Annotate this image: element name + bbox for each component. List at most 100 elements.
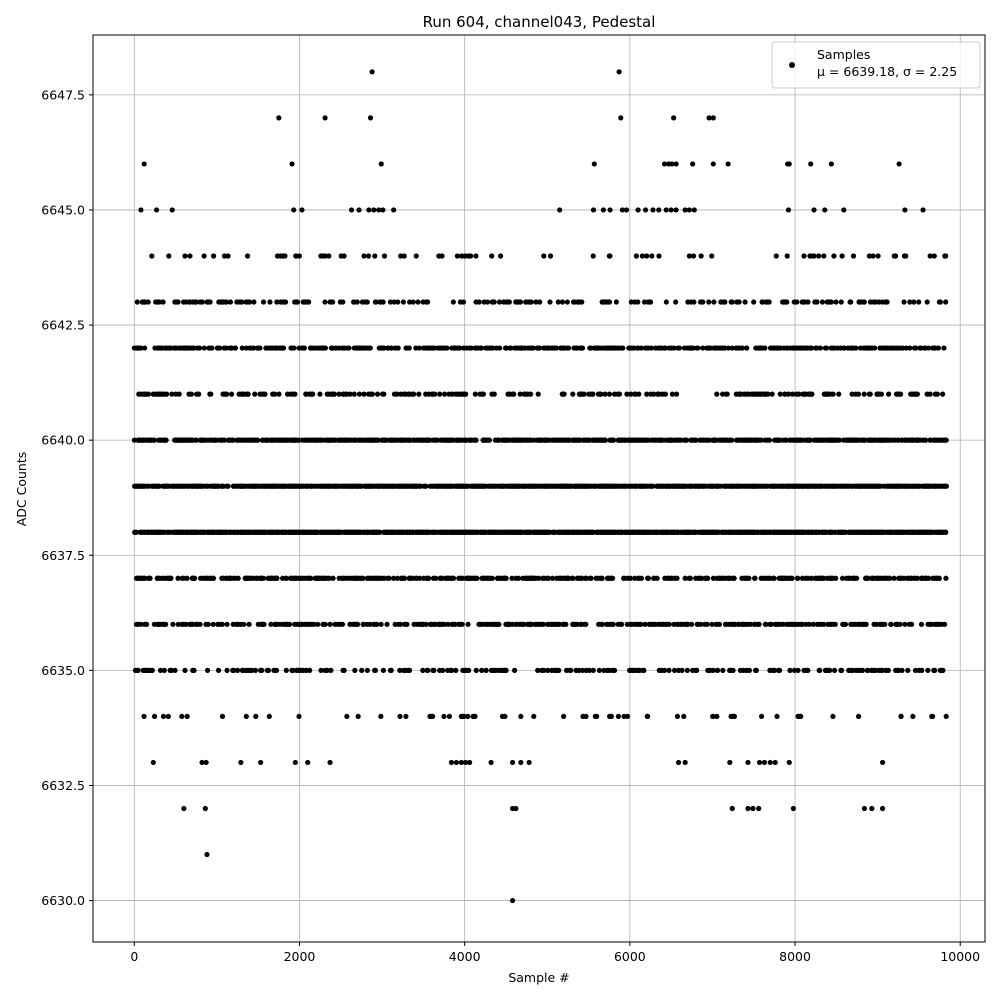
data-point [865, 575, 871, 581]
data-point [869, 805, 875, 812]
data-point [674, 575, 680, 581]
data-point [801, 253, 807, 259]
data-point [698, 621, 704, 627]
data-point [673, 299, 679, 305]
y-tick-label: 6637.5 [41, 548, 85, 563]
data-point [666, 621, 672, 627]
data-point [301, 345, 307, 351]
data-point [541, 253, 547, 259]
data-point [827, 667, 833, 673]
data-point [831, 667, 838, 673]
data-point [292, 391, 298, 397]
data-point [940, 667, 946, 673]
data-point [454, 253, 460, 259]
data-point [336, 391, 342, 397]
data-point [530, 345, 536, 351]
data-point [854, 575, 860, 581]
data-point [940, 391, 946, 397]
data-point [217, 345, 223, 351]
data-point [814, 299, 820, 305]
data-point [384, 621, 390, 627]
data-point [633, 253, 639, 259]
data-point [540, 621, 547, 627]
data-point [805, 667, 811, 673]
data-point [157, 667, 164, 673]
data-point [628, 299, 634, 305]
data-point [882, 621, 888, 627]
data-point [875, 253, 881, 259]
data-point [252, 667, 259, 673]
data-point [282, 253, 288, 259]
data-point [473, 667, 479, 673]
data-point [201, 345, 207, 351]
data-point [183, 621, 189, 627]
data-point [461, 713, 467, 720]
data-point [378, 713, 384, 720]
data-point [878, 391, 885, 397]
data-point [491, 391, 497, 397]
data-point [478, 345, 485, 351]
data-point [257, 345, 263, 351]
data-point [441, 621, 448, 627]
data-point [184, 575, 190, 581]
data-point [608, 713, 615, 720]
data-point [205, 621, 211, 627]
data-point [649, 253, 655, 259]
data-point [756, 759, 763, 766]
data-point [905, 667, 911, 673]
data-point [745, 805, 751, 812]
data-point [687, 575, 694, 581]
data-point [559, 299, 566, 305]
data-point [397, 667, 403, 673]
data-point [682, 759, 688, 766]
data-point [341, 667, 347, 673]
data-point [720, 391, 726, 397]
data-point [811, 207, 817, 213]
data-point [262, 391, 268, 397]
data-point [576, 667, 582, 673]
data-point [430, 713, 436, 720]
data-point [291, 207, 297, 213]
data-point [328, 667, 334, 673]
data-point [234, 667, 241, 673]
data-point [691, 207, 697, 213]
data-point [656, 253, 662, 259]
data-point [586, 667, 592, 673]
data-point [861, 299, 867, 305]
data-point [361, 391, 367, 397]
data-point [169, 207, 175, 213]
data-point [599, 621, 605, 627]
data-point [700, 345, 706, 351]
data-point [771, 575, 777, 581]
data-point [536, 345, 543, 351]
data-point [166, 253, 172, 259]
data-point [188, 391, 195, 397]
data-point [700, 299, 706, 305]
data-point [671, 667, 678, 673]
data-point [910, 713, 916, 720]
data-point [476, 299, 482, 305]
data-point [739, 345, 745, 351]
data-point [598, 391, 604, 397]
data-point [149, 253, 155, 259]
data-point [796, 391, 802, 397]
data-point [506, 299, 512, 305]
data-point [611, 667, 618, 673]
data-point [391, 299, 397, 305]
data-point [761, 759, 768, 766]
y-tick-label: 6630.0 [41, 893, 85, 908]
data-point [644, 253, 650, 259]
data-point [246, 621, 252, 627]
data-point [568, 667, 574, 673]
data-point [322, 253, 328, 259]
data-point [769, 391, 775, 397]
data-point [675, 759, 682, 766]
data-point [639, 253, 645, 259]
data-point [445, 621, 451, 627]
data-point [417, 575, 423, 581]
data-point [526, 759, 532, 766]
data-point [729, 437, 735, 443]
data-point [230, 437, 236, 443]
data-point [817, 667, 823, 673]
